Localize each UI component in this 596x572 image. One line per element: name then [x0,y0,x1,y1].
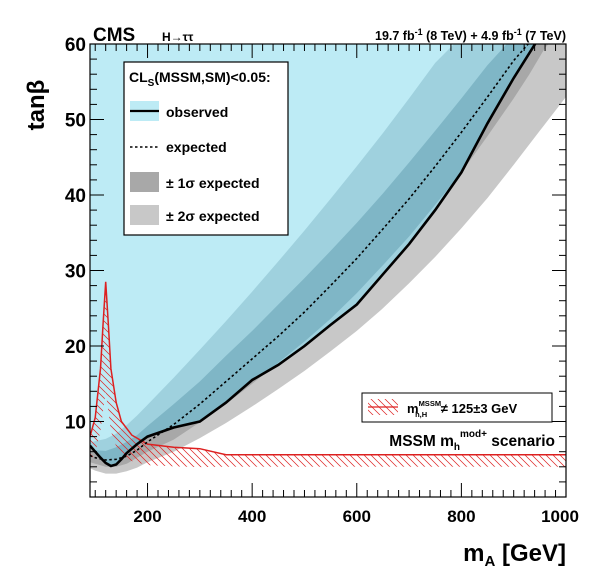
y-tick-label: 20 [65,337,86,358]
lumi-exponent-7tev: -1 [514,27,522,37]
observed-limit-line [90,44,537,468]
mh-legend: mMSSM h,H ≠ 125±3 GeV [361,392,553,423]
legend-swatch-2sigma [130,205,159,225]
legend-header-sub: S [148,78,155,89]
legend: CLS(MSSM,SM)<0.05: observed expected ± 1… [123,61,289,236]
mh-legend-sub: h,H [415,410,427,419]
y-tick-label: 60 [65,35,86,56]
legend-header-main: CL [129,69,148,85]
legend-header: CLS(MSSM,SM)<0.05: [129,69,271,89]
x-axis-title-main: m [463,540,484,567]
x-tick-label: 1000 [541,507,579,526]
luminosity-label: 19.7 fb-1 (8 TeV) + 4.9 fb-1 (7 TeV) [375,27,566,43]
y-tick-labels: 10 20 30 40 50 60 [65,35,86,434]
legend-swatch-1sigma [130,172,159,192]
x-tick-label: 200 [133,507,161,526]
band-1sigma-inside-exclusion [90,44,540,466]
x-axis-title-rest: [GeV] [495,540,566,567]
x-tick-label: 800 [447,507,475,526]
legend-label-expected: expected [166,139,227,155]
process-label: H→ττ [162,30,194,44]
y-axis-title: tanβ [23,80,50,131]
mh-legend-rest: ≠ 125±3 GeV [437,401,517,416]
scenario-label: MSSM mhmod+ scenario [389,429,555,453]
scenario-sub: h [454,442,460,453]
x-tick-label: 400 [238,507,266,526]
x-tick-labels: 200 400 600 800 1000 [133,507,579,526]
mh-hatched-boundary [90,281,566,456]
x-axis-title: mA [GeV] [463,540,566,570]
y-tick-label: 30 [65,262,86,283]
lumi-value-8tev: 19.7 fb [375,29,415,43]
x-tick-label: 600 [343,507,371,526]
lumi-energy-8tev: (8 TeV) + 4.9 fb [423,29,514,43]
scenario-main: MSSM m [389,433,454,450]
legend-label-2sigma: ± 2σ expected [166,208,260,224]
lumi-exponent-8tev: -1 [415,27,423,37]
mh-legend-main: m [407,401,419,416]
x-axis-title-sub: A [484,553,495,570]
experiment-label: CMS [93,25,135,46]
scenario-sup: mod+ [460,429,487,440]
axis-ticks [90,43,567,497]
y-tick-label: 50 [65,111,86,132]
legend-label-observed: observed [166,104,228,120]
mh-legend-sup: MSSM [419,399,442,408]
scenario-rest: scenario [487,433,555,450]
legend-header-rest: (MSSM,SM)<0.05: [154,69,270,85]
mh-hatched-region [90,281,566,468]
mh-legend-label: mMSSM h,H ≠ 125±3 GeV [407,399,518,419]
y-tick-label: 40 [65,186,86,207]
plot-area [90,44,566,474]
legend-label-1sigma: ± 1σ expected [166,175,260,191]
lumi-energy-7tev: (7 TeV) [522,29,566,43]
y-tick-label: 10 [65,413,86,434]
